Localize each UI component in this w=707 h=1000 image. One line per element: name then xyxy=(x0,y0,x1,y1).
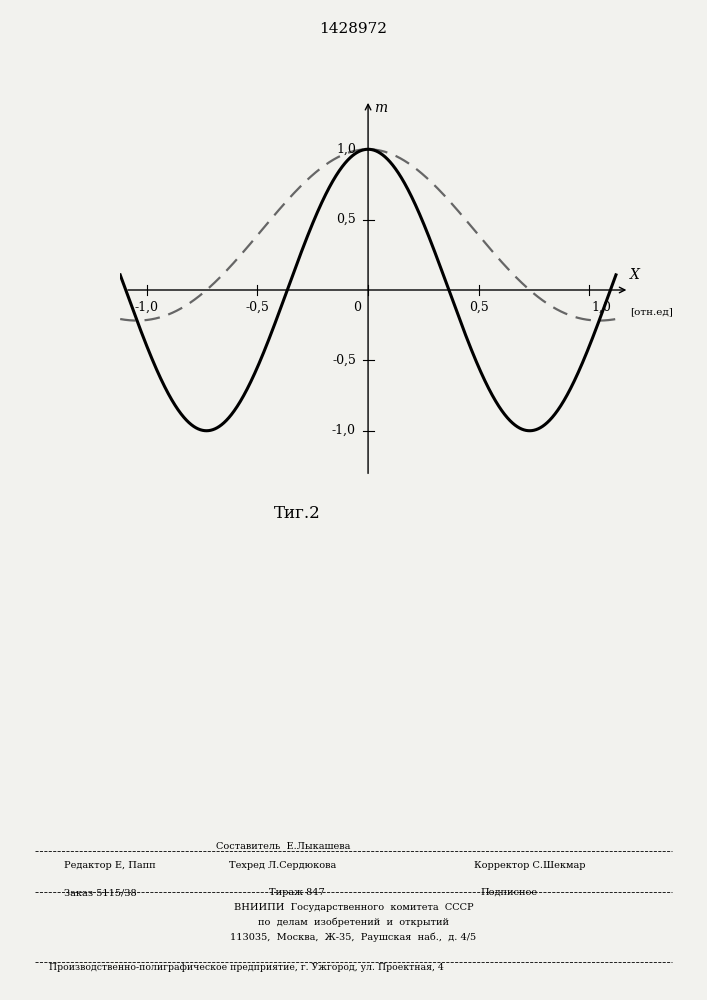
Text: Корректор С.Шекмар: Корректор С.Шекмар xyxy=(474,861,586,870)
Text: 1,0: 1,0 xyxy=(336,143,356,156)
Text: Производственно-полиграфическое предприятие, г. Ужгород, ул. Проектная, 4: Производственно-полиграфическое предприя… xyxy=(49,963,445,972)
Text: Подписное: Подписное xyxy=(481,888,537,897)
Text: -1,0: -1,0 xyxy=(135,301,159,314)
Text: Составитель  Е.Лыкашева: Составитель Е.Лыкашева xyxy=(216,842,350,851)
Text: Заказ 5115/38: Заказ 5115/38 xyxy=(64,888,136,897)
Text: [отн.ед]: [отн.ед] xyxy=(631,307,673,316)
Text: ВНИИПИ  Государственного  комитета  СССР: ВНИИПИ Государственного комитета СССР xyxy=(234,903,473,912)
Text: X: X xyxy=(631,268,641,282)
Text: -0,5: -0,5 xyxy=(332,354,356,367)
Text: Тираж 847: Тираж 847 xyxy=(269,888,325,897)
Text: Техред Л.Сердюкова: Техред Л.Сердюкова xyxy=(229,861,337,870)
Text: Редактор Е, Папп: Редактор Е, Папп xyxy=(64,861,156,870)
Text: Τиг.2: Τиг.2 xyxy=(274,505,320,522)
Text: -0,5: -0,5 xyxy=(245,301,269,314)
Text: по  делам  изобретений  и  открытий: по делам изобретений и открытий xyxy=(258,918,449,927)
Text: 0: 0 xyxy=(354,301,361,314)
Text: 0,5: 0,5 xyxy=(336,213,356,226)
Text: -1,0: -1,0 xyxy=(332,424,356,437)
Text: 0,5: 0,5 xyxy=(469,301,489,314)
Text: 1428972: 1428972 xyxy=(320,22,387,36)
Text: 113035,  Москва,  Ж-35,  Раушская  наб.,  д. 4/5: 113035, Москва, Ж-35, Раушская наб., д. … xyxy=(230,932,477,942)
Text: 1,0: 1,0 xyxy=(592,301,612,314)
Text: m: m xyxy=(373,101,387,115)
